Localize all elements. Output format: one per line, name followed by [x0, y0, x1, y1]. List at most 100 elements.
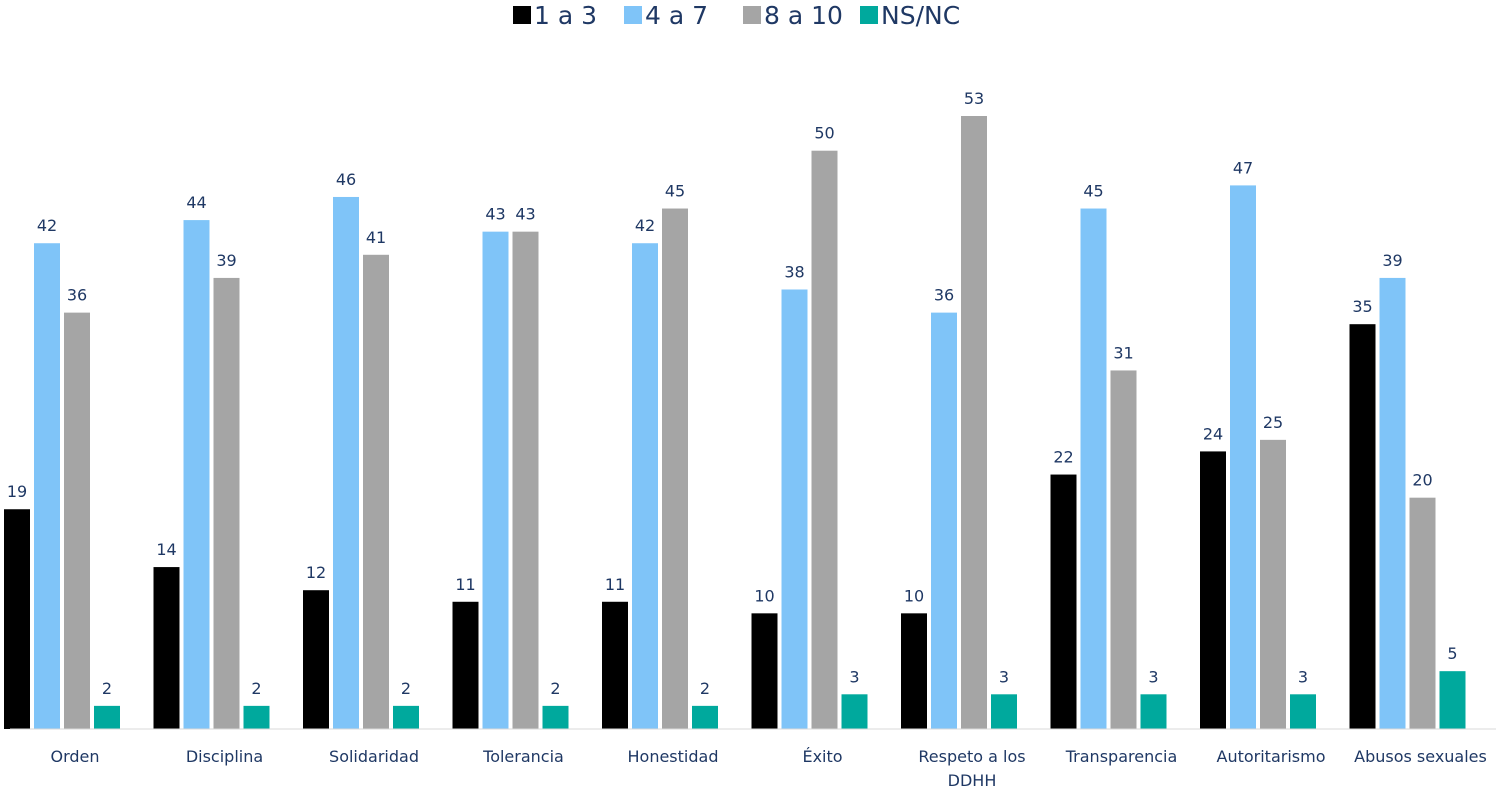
- bar-orden-8-a-10: [64, 312, 90, 729]
- bar-transparencia-4-a-7: [1080, 208, 1107, 729]
- bar-transparencia-ns-nc: [1140, 694, 1167, 729]
- value-label: 11: [605, 575, 625, 594]
- bar-autoritarismo-1-a-3: [1200, 451, 1226, 729]
- value-label: 50: [814, 124, 834, 143]
- category-label-orden: Orden: [50, 747, 99, 766]
- value-label: 47: [1233, 158, 1253, 177]
- value-label: 36: [934, 286, 954, 305]
- value-label: 31: [1113, 343, 1133, 362]
- bar-tolerancia-8-a-10: [512, 231, 539, 729]
- bar-exito-4-a-7: [781, 289, 808, 729]
- value-label: 38: [784, 262, 804, 281]
- bar-autoritarismo-4-a-7: [1230, 185, 1256, 729]
- bar-respeto-a-los-ddhh-8-a-10: [961, 116, 987, 729]
- value-label: 5: [1447, 644, 1457, 663]
- bar-autoritarismo-8-a-10: [1260, 439, 1286, 729]
- value-label: 12: [306, 563, 326, 582]
- category-label-transparencia: Transparencia: [1065, 747, 1178, 766]
- value-label: 45: [1083, 182, 1103, 201]
- bar-honestidad-ns-nc: [692, 705, 718, 729]
- category-label-respeto-a-los-ddhh: DDHH: [948, 771, 997, 790]
- bar-autoritarismo-ns-nc: [1290, 694, 1316, 729]
- legend-label-8-a-10: 8 a 10: [764, 1, 843, 30]
- chart-legend: 1 a 3 4 a 7 8 a 10 NS/NC: [513, 1, 960, 30]
- value-label: 20: [1412, 471, 1432, 490]
- value-label: 43: [485, 205, 505, 224]
- value-label: 42: [37, 216, 57, 235]
- bar-abusos-sexuales-8-a-10: [1409, 497, 1436, 729]
- bar-exito-ns-nc: [841, 694, 868, 729]
- bar-honestidad-4-a-7: [632, 243, 658, 729]
- bar-respeto-a-los-ddhh-1-a-3: [901, 613, 927, 729]
- legend-label-1-a-3: 1 a 3: [534, 1, 597, 30]
- legend-swatch-4-a-7: [624, 6, 642, 24]
- category-label-abusos-sexuales: Abusos sexuales: [1354, 747, 1487, 766]
- category-label-tolerancia: Tolerancia: [482, 747, 564, 766]
- legend-label-4-a-7: 4 a 7: [645, 1, 708, 30]
- value-label: 3: [1298, 667, 1308, 686]
- value-label: 45: [665, 182, 685, 201]
- bar-orden-4-a-7: [34, 243, 60, 729]
- value-label: 10: [754, 586, 774, 605]
- bar-tolerancia-ns-nc: [542, 705, 569, 729]
- bar-disciplina-4-a-7: [183, 220, 210, 729]
- value-label: 44: [186, 193, 206, 212]
- value-label: 53: [964, 89, 984, 108]
- value-label: 39: [1382, 251, 1402, 270]
- value-label: 24: [1203, 424, 1223, 443]
- bar-abusos-sexuales-ns-nc: [1439, 671, 1466, 729]
- category-label-autoritarismo: Autoritarismo: [1217, 747, 1326, 766]
- value-label: 10: [904, 586, 924, 605]
- legend-swatch-ns-nc: [860, 6, 878, 24]
- category-label-solidaridad: Solidaridad: [329, 747, 419, 766]
- value-label: 2: [700, 679, 710, 698]
- value-label: 36: [67, 286, 87, 305]
- bar-respeto-a-los-ddhh-ns-nc: [991, 694, 1017, 729]
- bar-transparencia-1-a-3: [1050, 474, 1077, 729]
- bar-respeto-a-los-ddhh-4-a-7: [931, 312, 957, 729]
- bar-exito-1-a-3: [751, 613, 778, 729]
- bar-solidaridad-1-a-3: [303, 590, 329, 729]
- bar-honestidad-8-a-10: [662, 208, 688, 729]
- value-label: 42: [635, 216, 655, 235]
- value-label: 43: [515, 205, 535, 224]
- value-label: 25: [1263, 413, 1283, 432]
- bar-exito-8-a-10: [811, 150, 838, 729]
- bar-disciplina-1-a-3: [153, 567, 180, 729]
- category-label-honestidad: Honestidad: [628, 747, 719, 766]
- category-labels: Orden Disciplina Solidaridad Tolerancia Hone…: [50, 747, 1486, 790]
- value-label: 2: [550, 679, 560, 698]
- legend-swatch-8-a-10: [743, 6, 761, 24]
- bar-abusos-sexuales-4-a-7: [1379, 277, 1406, 729]
- legend-swatch-1-a-3: [513, 6, 531, 24]
- bar-solidaridad-4-a-7: [333, 196, 359, 729]
- category-label-exito: Éxito: [802, 747, 842, 766]
- value-label: 22: [1053, 448, 1073, 467]
- bar-solidaridad-ns-nc: [393, 705, 419, 729]
- bar-disciplina-ns-nc: [243, 705, 270, 729]
- value-label: 11: [455, 575, 475, 594]
- value-label: 41: [366, 228, 386, 247]
- value-label: 2: [401, 679, 411, 698]
- category-label-respeto-a-los-ddhh: Respeto a los: [918, 747, 1025, 766]
- value-label: 2: [102, 679, 112, 698]
- value-label: 3: [1148, 667, 1158, 686]
- value-label: 3: [999, 667, 1009, 686]
- bar-tolerancia-4-a-7: [482, 231, 509, 729]
- bar-transparencia-8-a-10: [1110, 370, 1137, 729]
- category-label-disciplina: Disciplina: [186, 747, 263, 766]
- value-label: 35: [1352, 297, 1372, 316]
- bar-orden-ns-nc: [94, 705, 120, 729]
- bar-abusos-sexuales-1-a-3: [1349, 324, 1376, 729]
- bar-solidaridad-8-a-10: [363, 254, 389, 729]
- value-label: 2: [251, 679, 261, 698]
- chart-bars: 19 42 36 2 14 44 39 2 12 46 41 2 11 43 43 2 11 42 45 2 10 38 5…: [4, 89, 1466, 729]
- value-label: 14: [156, 540, 176, 559]
- bar-disciplina-8-a-10: [213, 277, 240, 729]
- legend-label-ns-nc: NS/NC: [881, 1, 960, 30]
- bar-honestidad-1-a-3: [602, 601, 628, 729]
- value-label: 19: [7, 482, 27, 501]
- value-label: 3: [849, 667, 859, 686]
- value-label: 46: [336, 170, 356, 189]
